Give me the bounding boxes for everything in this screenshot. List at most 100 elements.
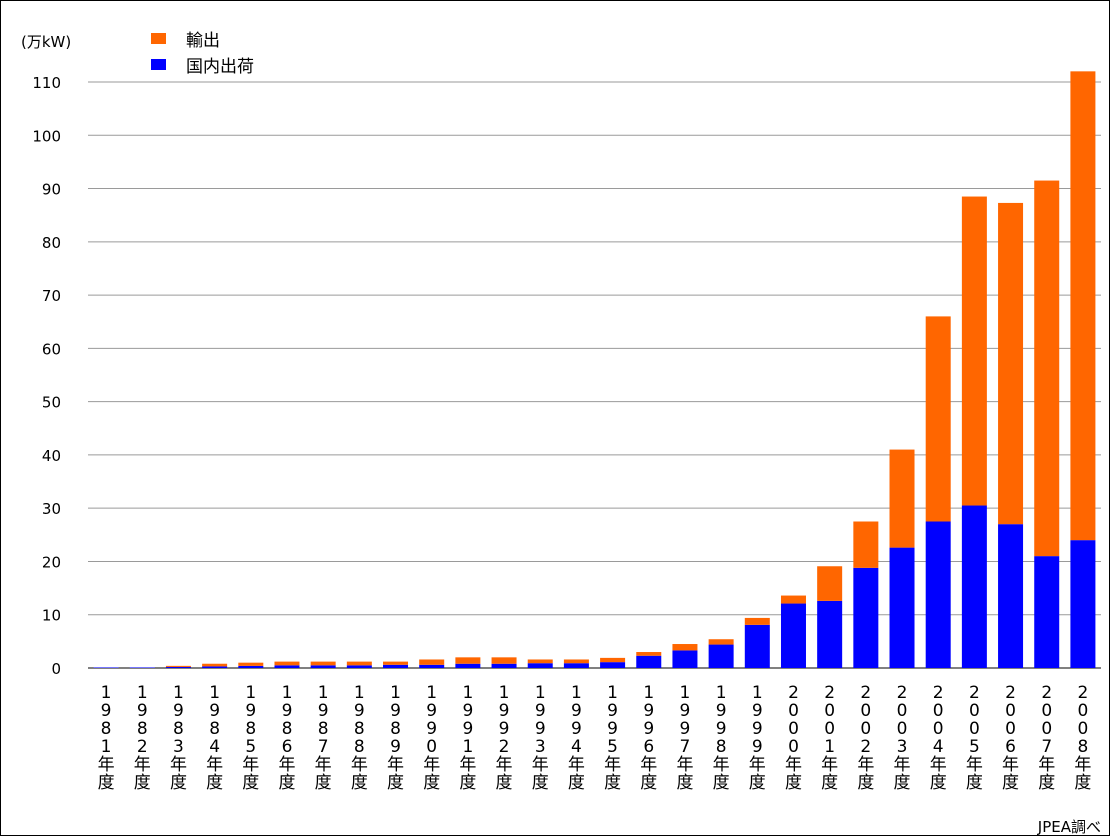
bar-export-1995年度 xyxy=(600,657,626,663)
bar-domestic-1984年度 xyxy=(202,666,228,668)
bar-domestic-2005年度 xyxy=(961,505,987,668)
legend-label-domestic: 国内出荷 xyxy=(186,56,254,77)
bar-domestic-1998年度 xyxy=(708,644,734,668)
y-tick-label: 90 xyxy=(42,181,61,199)
bar-export-2002年度 xyxy=(853,521,879,568)
y-tick-label: 100 xyxy=(32,127,61,145)
bar-domestic-2002年度 xyxy=(853,567,879,668)
x-tick-label: 1 9 9 7 年度 xyxy=(676,683,693,793)
x-tick-label: 1 9 8 4 年度 xyxy=(206,683,223,793)
x-tick-label: 2 0 0 7 年度 xyxy=(1038,683,1055,793)
bar-domestic-2007年度 xyxy=(1034,556,1060,668)
bar-domestic-1997年度 xyxy=(672,650,698,668)
bar-domestic-1983年度 xyxy=(165,666,191,668)
bar-domestic-2003年度 xyxy=(889,547,915,668)
x-tick-label: 1 9 9 4 年度 xyxy=(568,683,585,793)
x-tick-label: 1 9 8 3 年度 xyxy=(170,683,187,793)
bar-domestic-1995年度 xyxy=(600,662,626,668)
bar-domestic-2006年度 xyxy=(998,524,1024,668)
x-tick-label: 1 9 8 5 年度 xyxy=(242,683,259,793)
legend: 輸出 国内出荷 xyxy=(151,25,254,77)
bar-export-2006年度 xyxy=(998,202,1024,525)
bar-export-1987年度 xyxy=(310,661,336,666)
x-tick-label: 2 0 0 6 年度 xyxy=(1002,683,1019,793)
bar-domestic-1990年度 xyxy=(419,664,445,668)
bar-export-2008年度 xyxy=(1070,71,1096,541)
y-tick-label: 10 xyxy=(42,607,61,625)
y-unit-label: (万kW) xyxy=(21,33,72,51)
bar-export-2004年度 xyxy=(925,316,951,522)
x-tick-label: 2 0 0 2 年度 xyxy=(857,683,874,793)
legend-label-export: 輸出 xyxy=(186,30,220,51)
bar-export-1996年度 xyxy=(636,652,662,656)
bar-export-2000年度 xyxy=(780,595,806,604)
bar-export-1994年度 xyxy=(563,659,589,664)
x-tick-label: 1 9 9 8 年度 xyxy=(713,683,730,793)
bar-export-1988年度 xyxy=(346,661,372,666)
y-tick-label: 80 xyxy=(42,234,61,252)
x-tick-label: 2 0 0 4 年度 xyxy=(930,683,947,793)
bar-export-2001年度 xyxy=(817,566,843,601)
x-tick-label: 1 9 8 8 年度 xyxy=(351,683,368,793)
y-tick-label: 30 xyxy=(42,500,61,518)
bar-domestic-1993年度 xyxy=(527,663,553,668)
x-tick-label: 2 0 0 5 年度 xyxy=(966,683,983,793)
bar-export-1998年度 xyxy=(708,639,734,645)
x-tick-label: 1 9 9 6 年度 xyxy=(640,683,657,793)
bar-export-1990年度 xyxy=(419,659,445,665)
y-tick-label: 0 xyxy=(51,660,61,678)
x-tick-label: 1 9 9 3 年度 xyxy=(532,683,549,793)
bar-domestic-2004年度 xyxy=(925,521,951,668)
x-tick-label: 1 9 8 6 年度 xyxy=(278,683,295,793)
legend-item-domestic: 国内出荷 xyxy=(151,51,254,77)
bar-export-2005年度 xyxy=(961,196,987,506)
bar-export-1989年度 xyxy=(383,661,409,665)
source-note: JPEA調べ xyxy=(1037,818,1101,836)
bar-export-1991年度 xyxy=(455,657,481,664)
bar-domestic-1981年度 xyxy=(93,667,119,668)
bar-export-1993年度 xyxy=(527,659,553,664)
x-tick-label: 1 9 9 0 年度 xyxy=(423,683,440,793)
x-tick-label: 2 0 0 0 年度 xyxy=(785,683,802,793)
bar-domestic-1988年度 xyxy=(346,665,372,668)
y-tick-label: 70 xyxy=(42,287,61,305)
x-tick-label: 1 9 9 5 年度 xyxy=(604,683,621,793)
bar-domestic-2008年度 xyxy=(1070,540,1096,668)
x-tick-label: 1 9 8 7 年度 xyxy=(315,683,332,793)
y-tick-label: 110 xyxy=(32,74,61,92)
bar-export-2007年度 xyxy=(1034,180,1060,557)
bar-domestic-2000年度 xyxy=(780,603,806,668)
bar-export-1983年度 xyxy=(165,665,191,667)
x-tick-label: 1 9 8 2 年度 xyxy=(134,683,151,793)
legend-swatch-domestic xyxy=(151,58,166,70)
y-tick-label: 40 xyxy=(42,447,61,465)
bar-domestic-1989年度 xyxy=(383,664,409,668)
x-tick-label: 1 9 9 2 年度 xyxy=(496,683,513,793)
bar-export-1999年度 xyxy=(744,617,770,625)
x-tick-label: 1 9 8 9 年度 xyxy=(387,683,404,793)
x-tick-label: 2 0 0 3 年度 xyxy=(894,683,911,793)
bar-export-1984年度 xyxy=(202,663,228,667)
x-tick-label: 2 0 0 1 年度 xyxy=(821,683,838,793)
bar-domestic-1991年度 xyxy=(455,663,481,668)
bar-domestic-1986年度 xyxy=(274,665,300,668)
x-tick-label: 1 9 9 9 年度 xyxy=(749,683,766,793)
legend-item-export: 輸出 xyxy=(151,25,254,51)
bar-domestic-1999年度 xyxy=(744,624,770,668)
bar-domestic-2001年度 xyxy=(817,600,843,668)
bar-export-1986年度 xyxy=(274,661,300,666)
bar-export-1992年度 xyxy=(491,657,517,664)
bar-export-1985年度 xyxy=(238,662,264,666)
y-tick-label: 60 xyxy=(42,340,61,358)
legend-swatch-export xyxy=(151,32,166,44)
bar-domestic-1996年度 xyxy=(636,655,662,668)
x-tick-label: 1 9 8 1 年度 xyxy=(98,683,115,793)
x-tick-label: 1 9 9 1 年度 xyxy=(459,683,476,793)
bar-domestic-1982年度 xyxy=(129,667,155,668)
bar-domestic-1985年度 xyxy=(238,665,264,668)
y-tick-label: 50 xyxy=(42,394,61,412)
bar-export-2003年度 xyxy=(889,449,915,548)
x-tick-label: 2 0 0 8 年度 xyxy=(1074,683,1091,793)
